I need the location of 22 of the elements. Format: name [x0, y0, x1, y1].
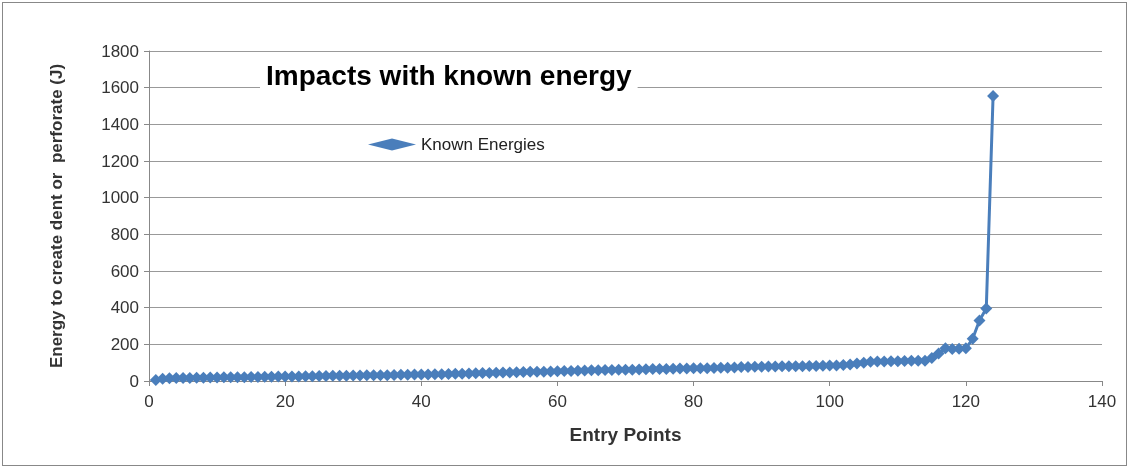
y-axis-title: Energy to create dent or perforate (J): [46, 63, 66, 369]
x-axis-title: Entry Points: [569, 424, 682, 445]
y-tick-label: 400: [110, 298, 139, 318]
legend-label: Known Energies: [421, 135, 545, 154]
x-tick-label: 40: [411, 392, 431, 411]
y-tick-label: 1600: [101, 78, 139, 98]
y-tick-label: 1400: [101, 114, 139, 134]
y-tick-label: 1800: [101, 41, 139, 61]
x-tick-label: 20: [275, 392, 295, 411]
x-tick-label: 100: [815, 392, 844, 411]
x-tick-label: 80: [684, 392, 704, 411]
y-tick-label: 1200: [101, 151, 139, 171]
x-tick-label: 0: [144, 392, 154, 411]
y-tick-label: 800: [110, 224, 139, 244]
x-tick-label: 120: [951, 392, 981, 411]
y-tick-label: 200: [110, 334, 139, 354]
y-tick-label: 0: [129, 371, 139, 391]
chart-title: Impacts with known energy: [266, 59, 633, 91]
x-tick-label: 140: [1087, 392, 1117, 411]
x-tick-label: 60: [547, 392, 567, 411]
y-tick-label: 600: [110, 261, 139, 281]
y-tick-label: 1000: [101, 188, 139, 208]
